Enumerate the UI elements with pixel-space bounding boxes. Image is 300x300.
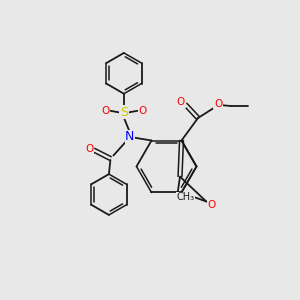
Text: O: O <box>208 200 216 209</box>
Text: O: O <box>214 99 222 109</box>
Text: O: O <box>177 97 185 107</box>
Text: O: O <box>101 106 110 116</box>
Text: N: N <box>125 130 135 143</box>
Text: CH₃: CH₃ <box>176 192 194 203</box>
Text: O: O <box>85 144 94 154</box>
Text: O: O <box>138 106 147 116</box>
Text: S: S <box>120 106 128 119</box>
